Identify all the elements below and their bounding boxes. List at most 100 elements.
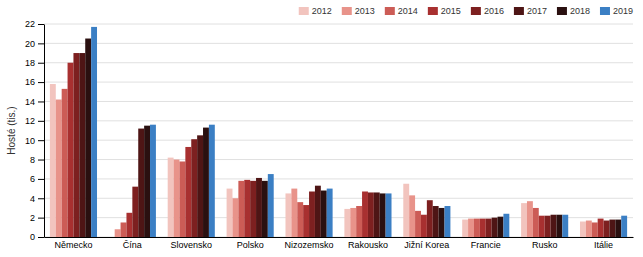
bar-series bbox=[68, 63, 604, 237]
bar bbox=[604, 221, 610, 237]
y-tick: 18 bbox=[25, 58, 44, 68]
y-tick: 14 bbox=[25, 97, 44, 107]
bar bbox=[368, 192, 374, 237]
bar bbox=[533, 208, 539, 237]
grid-line bbox=[44, 178, 633, 179]
legend-label: 2015 bbox=[441, 6, 461, 16]
bar bbox=[315, 186, 321, 237]
legend-label: 2013 bbox=[355, 6, 375, 16]
legend-label: 2017 bbox=[527, 6, 547, 16]
bar bbox=[374, 192, 380, 237]
bar bbox=[203, 128, 209, 237]
x-tick-label: Jižní Korea bbox=[404, 240, 449, 250]
bar bbox=[433, 206, 439, 237]
bar bbox=[621, 216, 627, 237]
y-tick-mark bbox=[38, 218, 44, 219]
y-tick-mark bbox=[38, 160, 44, 161]
bar bbox=[503, 214, 509, 237]
y-tick-label: 14 bbox=[25, 97, 35, 107]
bar bbox=[327, 189, 333, 237]
y-tick-label: 2 bbox=[30, 213, 35, 223]
x-axis: Německo Čína Slovensko Polsko Nizozemsko Rako… bbox=[45, 238, 634, 251]
bar bbox=[609, 220, 615, 237]
legend-item: 2016 bbox=[471, 6, 504, 16]
legend-swatch bbox=[514, 7, 524, 15]
y-tick-mark bbox=[38, 43, 44, 44]
legend-item: 2017 bbox=[514, 6, 547, 16]
legend-swatch bbox=[299, 7, 309, 15]
x-tick: Rakousko bbox=[348, 240, 388, 250]
bar bbox=[138, 129, 144, 237]
bar bbox=[232, 198, 238, 237]
chart: 0246810121416182022NěmeckoČínaSlovenskoP… bbox=[0, 0, 643, 257]
bar bbox=[262, 181, 268, 237]
y-tick: 2 bbox=[30, 213, 44, 223]
bar bbox=[350, 208, 356, 237]
grid-line bbox=[44, 120, 633, 121]
bar bbox=[144, 126, 150, 237]
x-tick-label: Německo bbox=[54, 240, 92, 250]
bar bbox=[321, 191, 327, 237]
bar bbox=[468, 219, 474, 237]
bar-series bbox=[79, 53, 615, 237]
y-tick-mark bbox=[38, 24, 44, 25]
grid-line bbox=[44, 82, 633, 83]
y-tick-mark bbox=[38, 140, 44, 141]
bar bbox=[297, 202, 303, 237]
y-tick: 4 bbox=[30, 194, 44, 204]
x-tick: Itálie bbox=[594, 240, 613, 250]
legend-label: 2019 bbox=[613, 6, 633, 16]
x-tick: Čína bbox=[123, 240, 142, 250]
legend: 20122013201420152016201720182019 bbox=[299, 6, 633, 16]
bar bbox=[427, 200, 433, 237]
bar-series bbox=[50, 84, 586, 237]
bar bbox=[592, 222, 598, 237]
legend-item: 2014 bbox=[385, 6, 418, 16]
bar bbox=[121, 222, 127, 237]
bar bbox=[168, 158, 174, 237]
x-tick: Nizozemsko bbox=[285, 240, 334, 250]
x-tick-label: Itálie bbox=[594, 240, 613, 250]
bar bbox=[521, 203, 527, 237]
y-tick: 6 bbox=[30, 174, 44, 184]
legend-item: 2012 bbox=[299, 6, 332, 16]
bar bbox=[197, 135, 203, 237]
y-tick-label: 6 bbox=[30, 174, 35, 184]
bar bbox=[50, 84, 56, 237]
bar bbox=[85, 39, 91, 237]
x-axis-line bbox=[45, 237, 634, 238]
bar bbox=[115, 229, 121, 237]
y-tick: 8 bbox=[30, 155, 44, 165]
grid-line bbox=[44, 159, 633, 160]
x-tick: Jižní Korea bbox=[404, 240, 449, 250]
legend-swatch bbox=[600, 7, 610, 15]
grid-line bbox=[44, 43, 633, 44]
bar bbox=[598, 219, 604, 237]
bar-series bbox=[85, 39, 621, 237]
y-tick-mark bbox=[38, 63, 44, 64]
bar bbox=[174, 160, 180, 237]
y-tick-label: 20 bbox=[25, 39, 35, 49]
bar bbox=[132, 187, 138, 237]
bar bbox=[386, 193, 392, 237]
x-tick-label: Polsko bbox=[237, 240, 264, 250]
legend-swatch bbox=[428, 7, 438, 15]
y-tick-mark bbox=[38, 179, 44, 180]
bar bbox=[244, 180, 250, 237]
y-tick: 12 bbox=[25, 116, 44, 126]
legend-swatch bbox=[557, 7, 567, 15]
bar bbox=[527, 201, 533, 237]
x-tick-label: Slovensko bbox=[170, 240, 212, 250]
x-tick-label: Francie bbox=[471, 240, 501, 250]
y-tick-mark bbox=[38, 198, 44, 199]
bar bbox=[256, 178, 262, 237]
bars bbox=[50, 27, 627, 237]
bar bbox=[126, 213, 132, 237]
y-axis-line bbox=[44, 25, 45, 238]
bar-series bbox=[91, 27, 627, 237]
bar bbox=[362, 191, 368, 237]
bar bbox=[68, 63, 74, 237]
y-tick-label: 4 bbox=[30, 194, 35, 204]
y-tick-label: 0 bbox=[30, 232, 35, 242]
bar bbox=[291, 189, 297, 237]
